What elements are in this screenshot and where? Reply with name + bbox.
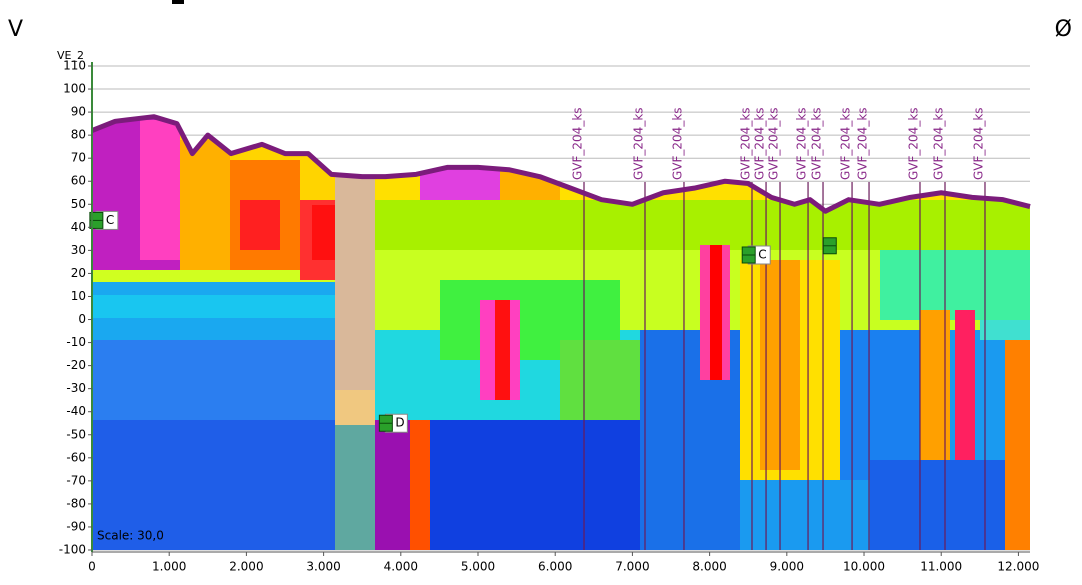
y-tick-label: 110 (63, 59, 86, 73)
y-tick-label: 60 (71, 174, 86, 188)
x-tick-label: 9.000 (770, 560, 804, 574)
y-tick-label: 100 (63, 82, 86, 96)
y-tick-label: -40 (66, 404, 86, 418)
section-cell (430, 420, 640, 550)
y-tick-label: -90 (66, 519, 86, 533)
x-tick-label: 6.000 (538, 560, 572, 574)
y-tick-label: -100 (59, 543, 86, 557)
marker-label: C (758, 247, 766, 261)
borehole-label: GVF_204_ks (767, 107, 781, 180)
left-direction: V (8, 17, 23, 42)
borehole-label: GVF_204_ks (906, 107, 920, 180)
section-cell (410, 420, 430, 550)
section-cell (335, 390, 375, 425)
y-tick-label: 70 (71, 151, 86, 165)
y-tick-label: 90 (71, 105, 86, 119)
x-tick-label: 1.000 (152, 560, 186, 574)
x-tick-label: 7.000 (615, 560, 649, 574)
section-cell (312, 205, 335, 260)
borehole-label: GVF_204_ks (571, 107, 585, 180)
y-tick-label: -30 (66, 381, 86, 395)
x-tick-label: 2.000 (229, 560, 263, 574)
section-cell (840, 330, 920, 480)
section-cell (870, 460, 1030, 550)
x-tick-label: 10.000 (843, 560, 885, 574)
y-tick-label: 50 (71, 197, 86, 211)
right-direction: Ø (1055, 17, 1072, 42)
resistivity-section (92, 116, 1030, 550)
section-cell (420, 150, 500, 200)
scale-note: Scale: 30,0 (97, 529, 164, 543)
section-cell (710, 245, 722, 380)
section-cell (1005, 340, 1030, 550)
y-tick-label: -10 (66, 335, 86, 349)
section-cell (92, 340, 335, 420)
y-tick-label: -80 (66, 496, 86, 510)
section-cell (495, 300, 510, 400)
terrain-line (91, 114, 1031, 214)
section-cell (375, 420, 410, 550)
y-tick-label: -50 (66, 427, 86, 441)
x-tick-label: 4.000 (384, 560, 418, 574)
borehole-label: GVF_204_ks (631, 107, 645, 180)
x-tick-label: 8.000 (692, 560, 726, 574)
section-cell (980, 320, 1030, 340)
section-cell (335, 425, 375, 550)
section-cell (375, 200, 1030, 250)
borehole-label: GVF_204_ks (932, 107, 946, 180)
borehole-label: GVF_204_ks (856, 107, 870, 180)
y-tick-label: 30 (71, 243, 86, 257)
y-tick-label: 10 (71, 289, 86, 303)
y-tick-label: -20 (66, 358, 86, 372)
y-tick-label: 40 (71, 220, 86, 234)
x-tick-label: 3.000 (306, 560, 340, 574)
section-cell (140, 120, 180, 260)
borehole-label: GVF_204_ks (738, 107, 752, 180)
section-cell (880, 250, 1030, 320)
section-cell (180, 140, 230, 270)
marker-label: C (106, 213, 114, 227)
section-cell (92, 295, 335, 318)
y-tick-label: 0 (78, 312, 86, 326)
x-tick-label: 11.000 (920, 560, 962, 574)
axis-title: VE_2 (57, 49, 84, 62)
borehole-label: GVF_204_ks (839, 107, 853, 180)
borehole-label: GVF_204_ks (753, 107, 767, 180)
y-tick-label: 20 (71, 266, 86, 280)
y-tick-label: -70 (66, 473, 86, 487)
overlay: GVF_204_ks GVF_204_ks GVF_204_ks GVF_204_ks… (89, 107, 1031, 550)
borehole-label: GVF_204_ks (810, 107, 824, 180)
section-cell (335, 116, 375, 425)
marker-label: D (395, 416, 404, 430)
marker-bar (172, 0, 184, 4)
y-tick-label: -60 (66, 450, 86, 464)
x-tick-label: 0 (88, 560, 96, 574)
borehole-label: GVF_204_ks (795, 107, 809, 180)
borehole-label: GVF_204_ks (971, 107, 985, 180)
borehole-label: GVF_204_ks (670, 107, 684, 180)
section-cell (240, 200, 280, 250)
x-tick-label: 5.000 (461, 560, 495, 574)
section-cell (955, 310, 975, 460)
y-tick-label: 80 (71, 128, 86, 142)
x-tick-label: 12.000 (997, 560, 1039, 574)
